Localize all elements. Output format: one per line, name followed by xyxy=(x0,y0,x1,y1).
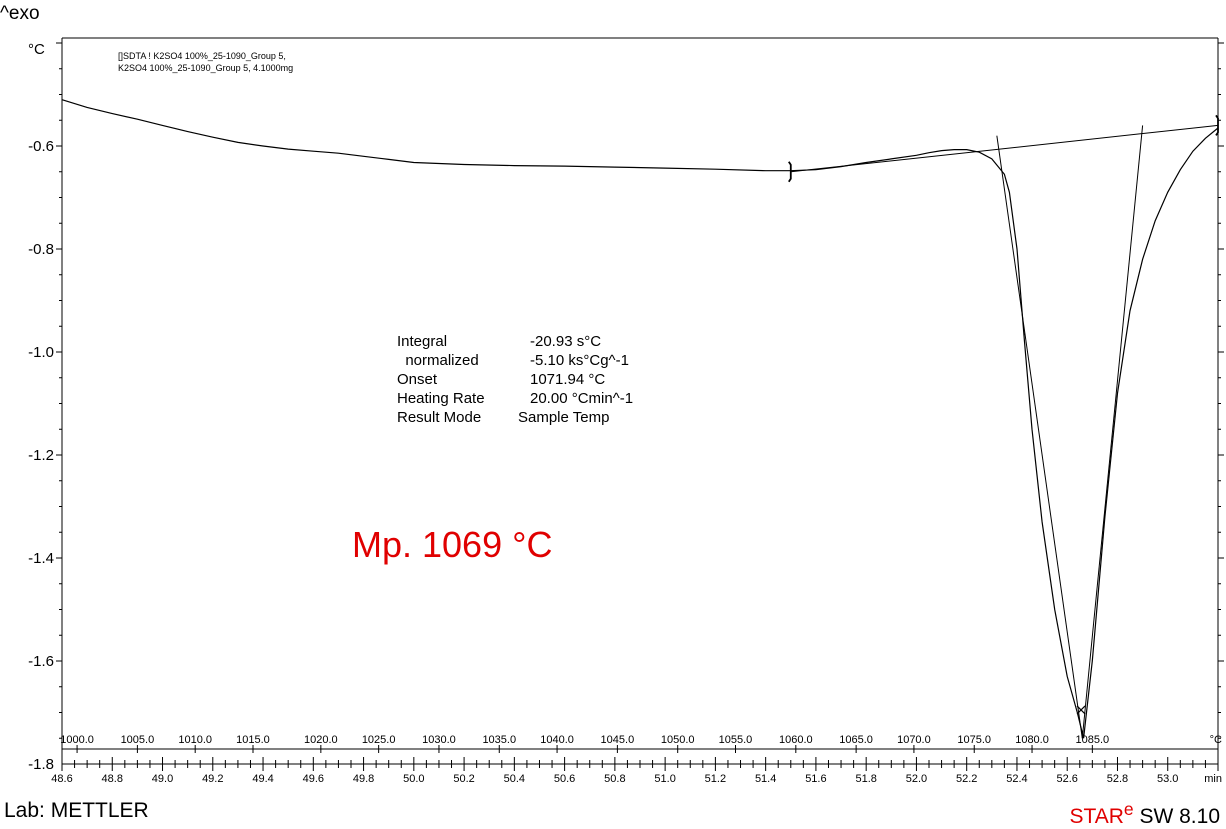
legend-line: K2SO4 100%_25-1090_Group 5, 4.1000mg xyxy=(118,63,293,73)
temp-tick-label: 1060.0 xyxy=(779,734,813,746)
x-axis-unit: min xyxy=(1204,773,1222,785)
x-tick-label: 53.0 xyxy=(1157,773,1178,785)
temp-tick-label: 1015.0 xyxy=(236,734,270,746)
x-tick-label: 49.4 xyxy=(252,773,273,785)
exo-direction-label: ^exo xyxy=(0,3,40,24)
temp-tick-label: 1045.0 xyxy=(601,734,635,746)
temperature-axis-unit: °C xyxy=(1210,734,1222,746)
x-tick-label: 52.0 xyxy=(906,773,927,785)
temp-tick-label: 1080.0 xyxy=(1015,734,1049,746)
x-tick-label: 50.4 xyxy=(504,773,525,785)
temp-tick-label: 1085.0 xyxy=(1076,734,1110,746)
x-tick-label: 51.6 xyxy=(805,773,826,785)
x-tick-label: 50.2 xyxy=(453,773,474,785)
result-value: 20.00 °Cmin^-1 xyxy=(530,390,633,407)
result-value: 1071.94 °C xyxy=(530,371,605,388)
lab-label: Lab: METTLER xyxy=(4,799,149,822)
x-tick-label: 49.6 xyxy=(303,773,324,785)
evaluation-lines xyxy=(790,124,1219,739)
result-label: Heating Rate xyxy=(397,390,485,407)
x-tick-label: 52.8 xyxy=(1107,773,1128,785)
results-table: Integral -20.93 s°C normalized -5.10 ks°Cg… xyxy=(397,333,633,426)
baseline-line xyxy=(790,124,1219,173)
temp-tick-label: 1025.0 xyxy=(362,734,396,746)
software-superscript: e xyxy=(1123,799,1134,819)
tangent-line xyxy=(1081,125,1144,739)
x-axis-ticks: 48.6 48.8 49.0 49.2 49.4 49.6 49.8 50.0 50.2 50.4… xyxy=(51,757,1219,785)
temp-tick-label: 1070.0 xyxy=(897,734,931,746)
result-value: -20.93 s°C xyxy=(530,333,601,350)
y-tick-label: -1.8 xyxy=(28,756,54,773)
y-tick-label: -1.4 xyxy=(28,550,54,567)
x-tick-label: 51.4 xyxy=(755,773,776,785)
temp-tick-label: 1065.0 xyxy=(839,734,873,746)
temp-tick-label: 1030.0 xyxy=(422,734,456,746)
temperature-axis-ticks: 1000.0 1005.0 1010.0 1015.0 1020.0 1025.0 1030… xyxy=(60,734,1109,753)
result-label: Integral xyxy=(397,333,447,350)
result-value: -5.10 ks°Cg^-1 xyxy=(530,352,629,369)
y-tick-label: -1.0 xyxy=(28,344,54,361)
evaluation-markers xyxy=(788,114,1219,715)
x-tick-label: 49.8 xyxy=(353,773,374,785)
software-version: SW 8.10 xyxy=(1133,805,1220,828)
limit-marker xyxy=(788,161,792,183)
x-tick-label: 48.6 xyxy=(51,773,72,785)
x-tick-label: 50.0 xyxy=(403,773,424,785)
temp-tick-label: 1010.0 xyxy=(178,734,212,746)
y-axis-unit: °C xyxy=(28,41,45,58)
temp-tick-label: 1000.0 xyxy=(60,734,94,746)
temp-tick-label: 1055.0 xyxy=(719,734,753,746)
temp-tick-label: 1005.0 xyxy=(121,734,155,746)
x-tick-label: 49.2 xyxy=(202,773,223,785)
temp-tick-label: 1040.0 xyxy=(540,734,574,746)
software-name: STAR xyxy=(1069,805,1124,828)
x-tick-label: 50.6 xyxy=(554,773,575,785)
y-tick-label: -1.6 xyxy=(28,653,54,670)
dsc-series xyxy=(61,99,1219,739)
y-tick-label: -0.6 xyxy=(28,138,54,155)
tangent-line xyxy=(996,135,1083,739)
result-label: normalized xyxy=(397,352,479,369)
limit-marker xyxy=(1215,114,1219,136)
x-tick-label: 48.8 xyxy=(102,773,123,785)
temp-tick-label: 1035.0 xyxy=(482,734,516,746)
x-tick-label: 50.8 xyxy=(604,773,625,785)
x-tick-label: 49.0 xyxy=(152,773,173,785)
temp-tick-label: 1050.0 xyxy=(661,734,695,746)
result-label: Onset xyxy=(397,371,438,388)
temp-tick-label: 1075.0 xyxy=(957,734,991,746)
x-tick-label: 51.8 xyxy=(855,773,876,785)
x-tick-label: 52.2 xyxy=(956,773,977,785)
melting-point-annotation: Mp. 1069 °C xyxy=(352,524,553,565)
plot-frame xyxy=(61,37,1219,765)
result-label: Result Mode xyxy=(397,409,481,426)
x-tick-label: 52.4 xyxy=(1006,773,1027,785)
x-tick-label: 51.2 xyxy=(705,773,726,785)
software-version-label: STARe SW 8.10 xyxy=(1069,799,1220,829)
dsc-curve xyxy=(61,99,1219,739)
y-axis-ticks: -0.6 -0.8 -1.0 -1.2 -1.4 -1.6 -1.8 xyxy=(28,42,1224,773)
result-value: Sample Temp xyxy=(518,409,609,426)
legend-line: []SDTA ! K2SO4 100%_25-1090_Group 5, xyxy=(118,51,286,61)
temp-tick-label: 1020.0 xyxy=(304,734,338,746)
y-tick-label: -0.8 xyxy=(28,241,54,258)
x-tick-label: 51.0 xyxy=(654,773,675,785)
dsc-chart: -0.6 -0.8 -1.0 -1.2 -1.4 -1.6 -1.8 48.6 48.8 49.… xyxy=(28,37,1224,785)
peak-marker xyxy=(1076,705,1086,715)
x-tick-label: 52.6 xyxy=(1057,773,1078,785)
y-tick-label: -1.2 xyxy=(28,447,54,464)
curve-legend: []SDTA ! K2SO4 100%_25-1090_Group 5, K2S… xyxy=(118,51,293,73)
